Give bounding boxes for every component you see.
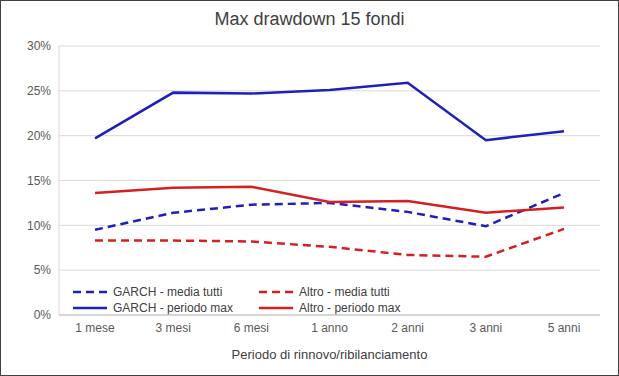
svg-text:15%: 15% bbox=[27, 174, 51, 188]
svg-text:3 anni: 3 anni bbox=[469, 321, 502, 335]
html-text:GARCH - media tutti: GARCH - media tutti bbox=[113, 285, 223, 299]
html-text:Max drawdown 15 fondi: Max drawdown 15 fondi bbox=[214, 9, 405, 29]
svg-text:25%: 25% bbox=[27, 84, 51, 98]
svg-text:6 mesi: 6 mesi bbox=[234, 321, 269, 335]
svg-text:2 anni: 2 anni bbox=[391, 321, 424, 335]
svg-text:10%: 10% bbox=[27, 219, 51, 233]
svg-text:20%: 20% bbox=[27, 129, 51, 143]
svg-text:Periodo di rinnovo/ribilanciam: Periodo di rinnovo/ribilanciamento bbox=[232, 347, 428, 362]
html-text:Altro - periodo max: Altro - periodo max bbox=[299, 301, 401, 315]
svg-text:5 anni: 5 anni bbox=[548, 321, 581, 335]
svg-text:30%: 30% bbox=[27, 39, 51, 53]
svg-text:1 anno: 1 anno bbox=[311, 321, 348, 335]
svg-text:3 mesi: 3 mesi bbox=[155, 321, 190, 335]
html-text:Altro - media tutti: Altro - media tutti bbox=[299, 285, 390, 299]
svg-text:0%: 0% bbox=[34, 308, 52, 322]
svg-text:1 mese: 1 mese bbox=[75, 321, 115, 335]
svg-text:5%: 5% bbox=[34, 263, 52, 277]
html-text:GARCH - periodo max: GARCH - periodo max bbox=[113, 301, 233, 315]
